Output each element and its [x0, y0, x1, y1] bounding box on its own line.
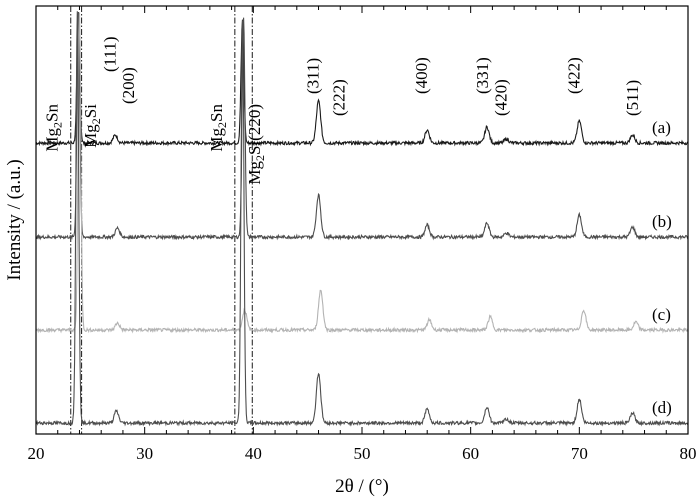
- series-label-1: (b): [652, 212, 672, 231]
- phase-label-1: Mg2Si: [81, 104, 103, 148]
- series-label-2: (c): [652, 305, 671, 324]
- x-tick-label: 30: [136, 444, 153, 463]
- phase-label-0: Mg2Sn: [43, 104, 65, 152]
- series-line-1: [36, 12, 688, 241]
- x-tick-label: 20: [28, 444, 45, 463]
- reference-lines: [70, 6, 253, 434]
- x-tick-label: 70: [571, 444, 588, 463]
- phase-label-2: Mg2Sn: [207, 104, 229, 152]
- x-tick-labels: 20 30 40 50 60 70 80: [28, 444, 697, 463]
- series-line-3: [36, 11, 688, 427]
- peak-label-2: (311): [304, 58, 323, 94]
- peak-labels: (111)(200) (311) (222) (400) (331)(420) (422)…: [100, 36, 642, 116]
- peak-label-7: (422): [564, 57, 583, 94]
- phase-label-3: Mg2Si(220): [245, 104, 267, 185]
- series-labels: (a) (b) (c) (d): [652, 118, 672, 417]
- peak-label-4: (400): [412, 57, 431, 94]
- x-tick-label: 80: [680, 444, 697, 463]
- series-label-3: (d): [652, 398, 672, 417]
- peak-label-0: (111): [100, 36, 119, 72]
- y-axis-title: Intensity / (a.u.): [4, 159, 25, 280]
- x-tick-label: 60: [462, 444, 479, 463]
- axis-ticks: [35, 6, 689, 434]
- peak-label-8: (511): [623, 80, 642, 116]
- x-tick-label: 40: [245, 444, 262, 463]
- series-lines: [36, 11, 688, 427]
- series-line-2: [36, 12, 688, 334]
- peak-label-1: (200): [119, 67, 138, 104]
- peak-label-5: (331): [473, 57, 492, 94]
- series-line-0: [36, 12, 688, 147]
- x-tick-label: 50: [354, 444, 371, 463]
- series-label-0: (a): [652, 118, 671, 137]
- phase-labels: Mg2Sn Mg2Si Mg2Sn Mg2Si(220): [43, 104, 267, 185]
- x-axis-title: 2θ / (°): [335, 476, 389, 497]
- peak-label-6: (420): [492, 79, 511, 116]
- peak-label-3: (222): [330, 79, 349, 116]
